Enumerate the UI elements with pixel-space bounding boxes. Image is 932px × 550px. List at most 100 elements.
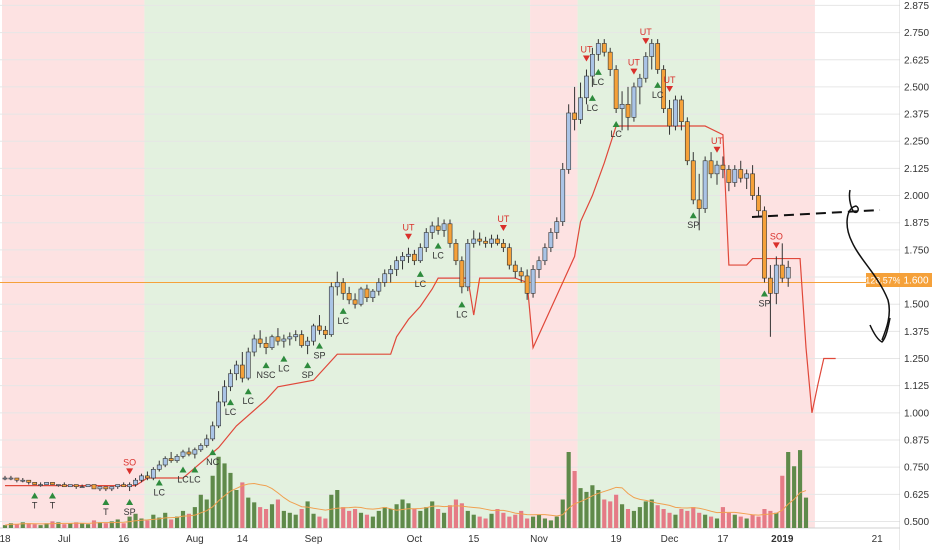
candle-body [714,164,720,175]
volume-bar [317,516,322,528]
y-tick-label: 1.125 [904,381,929,392]
signal-arrow-up [458,301,466,308]
signal-arrow-down [642,38,650,45]
candle-body [228,373,233,388]
x-tick-label: 16 [118,534,130,545]
y-tick-label: 2.500 [904,82,929,93]
volume-bar [335,490,340,528]
candle-body [406,253,411,257]
candle-body [162,458,168,466]
volume-bar [560,499,565,528]
candle-body [578,97,583,120]
candle-body [115,484,121,488]
volume-bar [447,505,453,528]
volume-bar [412,509,417,528]
last-price-badge [900,273,932,287]
x-tick-label: Sep [305,534,323,545]
volume-bar [8,523,14,528]
signal-label: LC [278,364,290,374]
volume-bar [792,466,797,528]
volume-bar [169,519,174,528]
signal-arrow-up [315,342,323,349]
signal-label: SP [313,351,325,361]
signal-arrow-up [654,81,662,88]
candle-body [762,210,767,279]
volume-bar [341,507,346,528]
volume-bar [275,499,281,528]
volume-bar [596,490,601,528]
y-tick-label: 2.750 [904,28,929,39]
signal-label: LC [225,407,237,417]
volume-bar [453,499,459,528]
volume-bar [258,507,263,528]
volume-bar [465,510,470,528]
volume-bar [347,510,352,528]
volume-bar [234,490,239,528]
candle-body [133,479,138,485]
x-axis[interactable]: 18 Jul 16 Aug 14 Sep Oct 15 Nov 19 Dec 17 2019 21 [0,534,883,545]
candle-body [323,329,328,335]
signal-arrow-up [280,355,288,362]
signal-arrow-up [612,120,620,127]
signal-label: LC [243,396,255,406]
candle-body [8,477,14,480]
candle-body [667,108,672,127]
volume-bar [536,514,542,528]
volume-bar [501,512,506,528]
signal-label: NSC [257,370,277,380]
volume-bar [584,491,589,528]
volume-bar [525,518,530,528]
volume-bar [631,510,637,528]
candle-body [690,160,696,201]
signal-label: LC [432,251,444,261]
volume-bar [418,510,423,528]
volume-bar [311,513,316,528]
candle-body [560,169,566,222]
candle-body [417,247,423,262]
candle-body [20,479,26,482]
signal-arrow-down [630,68,638,75]
candle-body [334,282,340,288]
volume-bar [62,524,67,528]
candle-body [67,484,73,488]
candle-body [50,482,55,485]
candle-body [38,484,43,486]
volume-bar [394,504,399,528]
volume-bar [198,494,203,528]
volume-bar [655,505,660,528]
candle-body [435,225,441,231]
volume-bar [738,516,743,528]
candle-body [317,325,322,331]
volume-bar [774,512,779,528]
candle-body [103,486,109,490]
volume-bar [726,512,731,528]
volume-bar [744,518,749,528]
volume-bar [714,518,720,528]
candle-body [382,273,388,283]
candle-body [595,43,601,55]
volume-bar [103,523,108,528]
y-tick-label: 1.250 [904,354,929,365]
hand-drawn-arrowhead [869,317,891,343]
volume-bar [180,510,186,528]
candle-body [572,112,577,120]
candle-body [186,451,192,455]
signal-label: LC [177,474,189,484]
y-tick-label: 0.750 [904,463,929,474]
volume-bar [2,525,8,528]
background-zone [2,0,145,528]
candle-body [234,364,239,375]
candle-body [79,486,85,489]
candle-body [548,232,554,249]
y-tick-label: 1.375 [904,327,929,338]
volume-bar [703,514,708,528]
candle-body [275,336,281,342]
signal-label: SO [770,231,783,241]
signal-label: UT [711,136,723,146]
signal-label: UT [628,58,640,68]
candle-body [109,486,115,490]
candle-body [643,56,649,79]
x-tick-label: 2019 [771,534,794,545]
